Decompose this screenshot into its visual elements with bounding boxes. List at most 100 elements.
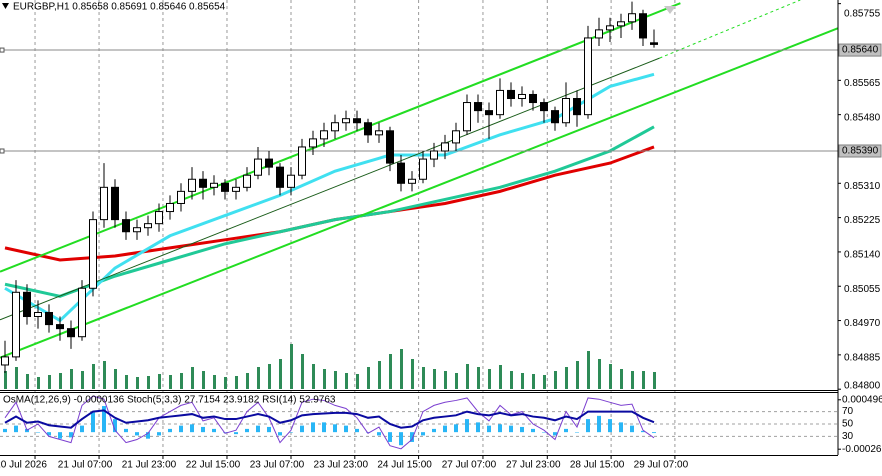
- volume-bar: [554, 371, 557, 389]
- volume-bar: [224, 377, 227, 389]
- y-tick-label: 0.85310: [844, 181, 881, 192]
- osma-bar: [410, 432, 414, 442]
- osma-bar: [300, 425, 304, 433]
- volume-bar: [400, 349, 403, 389]
- osma-bar: [399, 432, 403, 446]
- chart-title: EURGBP,H1 0.85658 0.85691 0.85646 0.8565…: [13, 2, 226, 13]
- line-anchor: [0, 47, 5, 53]
- osma-bar: [333, 424, 337, 433]
- candle-body: [100, 186, 108, 221]
- osma-bar: [58, 432, 62, 439]
- volume-bar: [15, 367, 18, 389]
- price-label-box: [838, 144, 882, 158]
- pane-tick-label: 70: [842, 406, 854, 417]
- y-tick-label: 0.85480: [844, 112, 881, 123]
- osma-bar: [289, 432, 293, 433]
- candle-body: [628, 13, 636, 23]
- osma-bar: [619, 422, 623, 433]
- volume-bar: [59, 373, 62, 389]
- osma-bar: [267, 426, 271, 433]
- volume-bar: [455, 373, 458, 389]
- y-tick-label: 0.84970: [844, 318, 881, 329]
- osma-bar: [542, 432, 546, 433]
- volume-bar: [290, 344, 293, 389]
- candle-body: [320, 130, 328, 140]
- volume-bar: [422, 367, 425, 389]
- volume-bar: [213, 375, 216, 389]
- candle-body: [56, 324, 64, 330]
- candle-body: [155, 211, 163, 225]
- osma-bar: [223, 432, 227, 433]
- volume-bar: [37, 377, 40, 389]
- candle-body: [408, 178, 416, 184]
- volume-bar: [279, 359, 282, 389]
- candle-body: [573, 98, 581, 116]
- candle-body: [166, 202, 174, 213]
- x-tick-label: 27 Jul 07:00: [442, 460, 497, 471]
- x-tick-label: 23 Jul 07:00: [250, 460, 305, 471]
- candle-body: [562, 98, 570, 124]
- candle-body: [78, 287, 86, 338]
- candle-body: [232, 186, 240, 192]
- x-tick-label: 24 Jul 15:00: [377, 460, 432, 471]
- osma-bar: [135, 432, 139, 436]
- osma-bar: [421, 432, 425, 436]
- volume-bar: [312, 364, 315, 389]
- volume-bar: [323, 369, 326, 389]
- osma-bar: [597, 415, 601, 433]
- volume-bar: [587, 351, 590, 389]
- x-tick-label: 28 Jul 15:00: [570, 460, 625, 471]
- volume-bar: [411, 359, 414, 389]
- candle-body: [584, 37, 592, 116]
- shift-marker: [664, 6, 676, 14]
- y-tick-label: 0.84885: [844, 353, 881, 364]
- volume-bar: [246, 373, 249, 389]
- osma-bar: [465, 419, 469, 433]
- candle-body: [309, 138, 317, 148]
- candle-body: [364, 122, 372, 136]
- candle-body: [287, 174, 295, 188]
- candle-body: [518, 93, 526, 100]
- osma-bar: [520, 426, 524, 433]
- candle-body: [342, 118, 350, 124]
- y-tick-label: 0.85140: [844, 250, 881, 261]
- volume-bar: [609, 364, 612, 389]
- osma-bar: [179, 425, 183, 433]
- candle-body: [441, 142, 449, 152]
- volume-bar: [48, 375, 51, 389]
- x-tick-label: 29 Jul 07:00: [634, 460, 689, 471]
- volume-bar: [81, 371, 84, 389]
- volume-bar: [257, 367, 260, 389]
- volume-bar: [70, 369, 73, 389]
- osma-bar: [366, 432, 370, 433]
- volume-bar: [653, 372, 656, 389]
- candle-body: [551, 110, 559, 124]
- candle-body: [276, 166, 284, 188]
- volume-bar: [543, 375, 546, 389]
- volume-bar: [565, 367, 568, 389]
- volume-bar: [92, 364, 95, 389]
- osma-bar: [575, 432, 579, 433]
- volume-bar: [499, 365, 502, 389]
- volume-bar: [356, 374, 359, 389]
- osma-bar: [586, 419, 590, 433]
- candle-body: [221, 182, 229, 192]
- candle-body: [144, 223, 152, 229]
- candle-body: [188, 178, 196, 192]
- pane-tick-label: -0.000261: [842, 444, 882, 455]
- osma-bar: [157, 432, 161, 436]
- candle-body: [452, 130, 460, 144]
- volume-bar: [169, 375, 172, 389]
- volume-bar: [378, 361, 381, 389]
- candle-body: [298, 146, 306, 176]
- candle-body: [606, 25, 614, 31]
- osma-bar: [443, 425, 447, 433]
- osma-bar: [498, 424, 502, 433]
- x-tick-label: 20 Jul 2026: [0, 460, 47, 471]
- channel-line: [0, 57, 660, 321]
- candle-body: [639, 13, 647, 39]
- volume-bar: [510, 371, 513, 389]
- osma-bar: [388, 432, 392, 442]
- volume-bar: [598, 359, 601, 389]
